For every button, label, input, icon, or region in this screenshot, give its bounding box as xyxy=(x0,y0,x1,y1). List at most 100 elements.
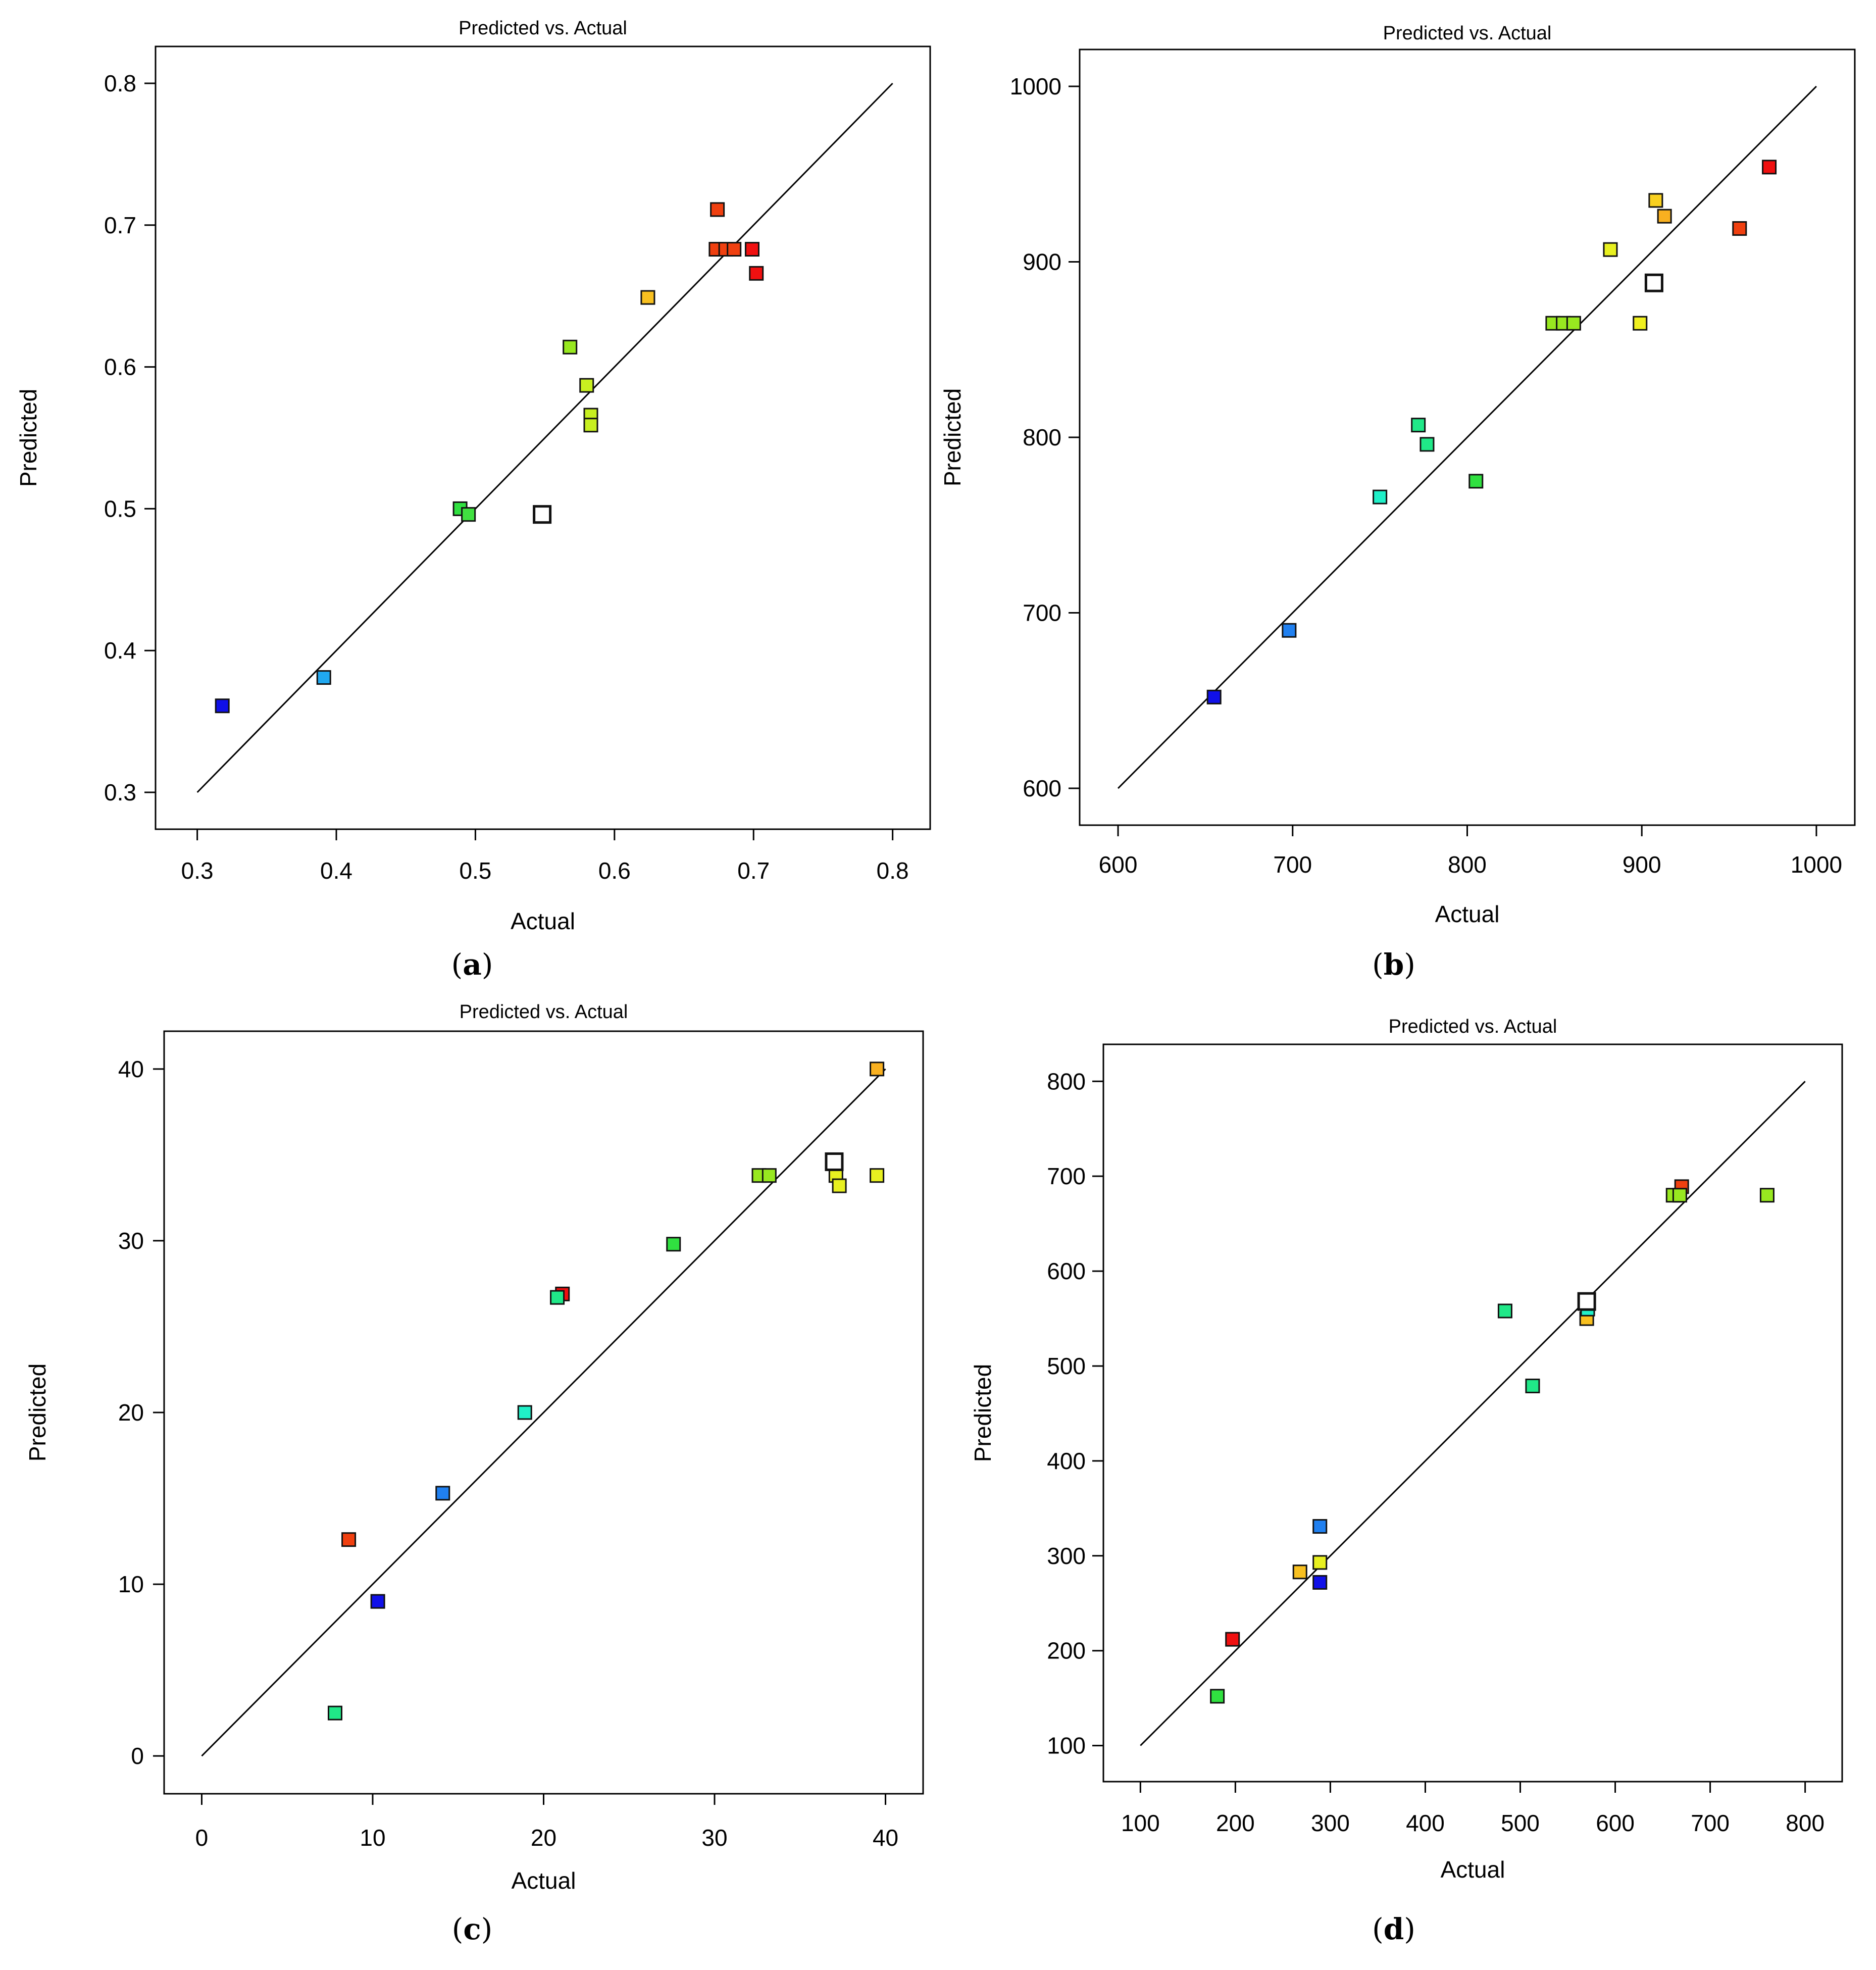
y-tick-label: 0.7 xyxy=(104,212,136,238)
data-point xyxy=(1732,221,1747,236)
y-axis-title: Predicted xyxy=(970,1364,996,1462)
data-point xyxy=(1648,193,1663,208)
x-axis-title: Actual xyxy=(511,908,575,934)
y-tick-label: 400 xyxy=(1047,1448,1086,1474)
data-point xyxy=(744,242,759,257)
center-point-marker xyxy=(1577,1292,1596,1311)
reference-line xyxy=(196,82,893,793)
data-point xyxy=(727,242,742,257)
data-point xyxy=(762,1168,777,1183)
x-tick-label: 0.3 xyxy=(181,857,214,884)
y-tick-label: 20 xyxy=(118,1399,144,1426)
x-tick-label: 600 xyxy=(1099,851,1138,878)
y-tick-label: 300 xyxy=(1047,1543,1086,1569)
chart-panel-d: Predicted vs. Actual 100 200 300 400 500 600 70… xyxy=(970,1016,1843,1946)
y-tick-label: 0.4 xyxy=(104,637,136,664)
y-tick-label: 0.5 xyxy=(104,495,136,522)
chart-panel-a: Predicted vs. Actual 0.3 0.4 0.5 0.6 0.7 0.8 0.… xyxy=(15,18,931,982)
x-tick-label: 1000 xyxy=(1791,851,1842,878)
data-point xyxy=(640,290,655,305)
x-tick-label: 900 xyxy=(1623,851,1661,878)
center-point-marker xyxy=(533,505,552,524)
y-tick-label: 10 xyxy=(118,1571,144,1597)
panel-label: (c) xyxy=(452,1912,493,1946)
data-point xyxy=(1206,689,1222,704)
y-tick-label: 30 xyxy=(118,1228,144,1254)
y-tick-label: 500 xyxy=(1047,1353,1086,1379)
data-point xyxy=(583,418,598,433)
y-tick-label: 800 xyxy=(1047,1068,1086,1094)
data-point xyxy=(1373,489,1388,504)
y-tick-label: 600 xyxy=(1023,775,1061,801)
data-point xyxy=(341,1532,357,1547)
x-tick-label: 300 xyxy=(1311,1810,1350,1836)
data-point xyxy=(1497,1303,1512,1319)
y-tick-label: 200 xyxy=(1047,1638,1086,1664)
data-point xyxy=(370,1594,385,1609)
x-tick-label: 0 xyxy=(195,1825,209,1851)
panel-label: (a) xyxy=(451,947,493,982)
data-point xyxy=(1525,1378,1540,1393)
reference-line xyxy=(1117,85,1817,789)
center-point-marker xyxy=(825,1152,844,1171)
data-point xyxy=(1210,1689,1225,1704)
x-tick-label: 800 xyxy=(1448,851,1487,878)
data-point xyxy=(1566,316,1581,331)
center-point-marker xyxy=(1644,273,1663,292)
reference-line xyxy=(201,1068,886,1757)
x-tick-label: 0.6 xyxy=(598,857,631,884)
data-point xyxy=(579,378,594,393)
y-tick-label: 40 xyxy=(118,1056,144,1082)
data-point xyxy=(550,1290,565,1305)
reference-line xyxy=(1140,1081,1806,1746)
data-point xyxy=(1672,1188,1687,1203)
x-tick-label: 500 xyxy=(1501,1810,1540,1836)
y-tick-label: 100 xyxy=(1047,1733,1086,1759)
data-point xyxy=(666,1237,681,1252)
y-tick-label: 600 xyxy=(1047,1258,1086,1284)
y-tick-label: 700 xyxy=(1023,600,1061,626)
data-point xyxy=(1225,1632,1240,1647)
chart-title: Predicted vs. Actual xyxy=(1383,23,1552,44)
y-tick-label: 900 xyxy=(1023,248,1061,275)
chart-panel-b: Predicted vs. Actual 600 700 800 900 1000 600 7… xyxy=(939,23,1856,982)
x-tick-label: 400 xyxy=(1406,1810,1445,1836)
x-tick-label: 0.5 xyxy=(459,857,491,884)
plot-frame xyxy=(155,45,931,830)
chart-title: Predicted vs. Actual xyxy=(1389,1016,1557,1037)
x-axis-title: Actual xyxy=(512,1867,576,1894)
x-tick-label: 100 xyxy=(1121,1810,1160,1836)
data-point xyxy=(1759,1188,1774,1203)
data-point xyxy=(1312,1575,1328,1590)
data-point xyxy=(328,1705,343,1721)
x-tick-label: 0.7 xyxy=(737,857,770,884)
panel-label: (d) xyxy=(1372,1912,1415,1946)
data-point xyxy=(1282,623,1297,638)
panel-label: (b) xyxy=(1372,947,1415,982)
data-point xyxy=(1312,1555,1328,1570)
x-tick-label: 30 xyxy=(701,1825,727,1851)
x-tick-label: 200 xyxy=(1216,1810,1255,1836)
x-tick-label: 600 xyxy=(1596,1810,1635,1836)
data-point xyxy=(710,202,725,217)
plot-frame xyxy=(1102,1043,1843,1783)
data-point xyxy=(461,507,476,522)
data-point xyxy=(1657,209,1672,224)
chart-title: Predicted vs. Actual xyxy=(460,1001,628,1023)
chart-panel-c: Predicted vs. Actual 0 10 20 30 40 0 10 20 30 40 Ac… xyxy=(24,1001,924,1946)
y-tick-label: 700 xyxy=(1047,1163,1086,1189)
x-axis-title: Actual xyxy=(1435,901,1500,927)
y-tick-label: 0.8 xyxy=(104,70,136,96)
y-tick-label: 0.6 xyxy=(104,354,136,380)
data-point xyxy=(435,1486,450,1501)
data-point xyxy=(563,339,578,355)
data-point xyxy=(1419,437,1435,452)
data-point xyxy=(1603,242,1618,257)
y-tick-label: 0 xyxy=(131,1743,144,1769)
data-point xyxy=(749,266,764,281)
data-point xyxy=(832,1178,847,1193)
x-tick-label: 0.8 xyxy=(877,857,909,884)
x-axis-title: Actual xyxy=(1441,1856,1505,1883)
y-axis-title: Predicted xyxy=(15,389,41,487)
